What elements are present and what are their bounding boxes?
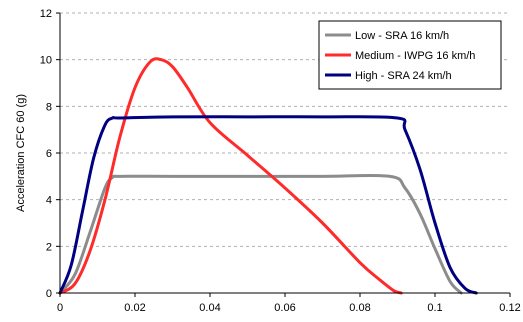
y-tick-label: 2 <box>46 241 52 253</box>
y-tick-label: 6 <box>46 148 52 160</box>
y-tick-label: 0 <box>46 288 52 300</box>
axes <box>56 12 511 297</box>
y-tick-label: 12 <box>40 8 52 20</box>
legend: Low - SRA 16 km/h Medium - IWPG 16 km/h Hi… <box>318 20 502 90</box>
x-tick-label: 0 <box>57 302 63 314</box>
legend-label: High - SRA 24 km/h <box>355 70 452 82</box>
x-tick-label: 0.04 <box>199 302 220 314</box>
x-tick-label: 0.1 <box>427 302 442 314</box>
series-lines <box>58 57 478 295</box>
y-axis-label: Acceleration CFC 60 (g) <box>15 94 27 212</box>
series-line-medium-iwpg-16-km-h <box>58 57 403 295</box>
y-tick-label: 10 <box>40 55 52 67</box>
x-tick-label: 0.06 <box>274 302 295 314</box>
legend-label: Medium - IWPG 16 km/h <box>355 50 475 62</box>
x-tick-label: 0.02 <box>124 302 145 314</box>
x-tick-label: 0.08 <box>349 302 370 314</box>
series-line-high-sra-24-km-h <box>58 115 478 295</box>
y-tick-label: 4 <box>46 195 52 207</box>
series-line-low-sra-16-km-h <box>58 173 463 295</box>
x-tick-label: 0.12 <box>499 302 520 314</box>
y-tick-label: 8 <box>46 101 52 113</box>
legend-label: Low - SRA 16 km/h <box>355 30 449 42</box>
tick-labels: 0 2 4 6 8 10 12 0 0.02 0.04 0.06 0.08 0.1 0.12 <box>40 8 521 314</box>
